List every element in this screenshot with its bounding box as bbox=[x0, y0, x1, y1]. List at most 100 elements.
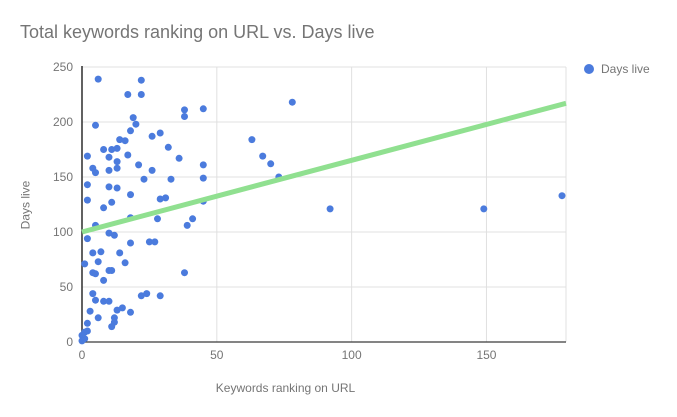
scatter-point bbox=[181, 269, 188, 277]
x-tick-label: 0 bbox=[79, 348, 86, 362]
scatter-point bbox=[145, 238, 153, 246]
scatter-point bbox=[162, 194, 170, 202]
scatter-point bbox=[148, 132, 156, 140]
scatter-point bbox=[113, 184, 121, 192]
scatter-point bbox=[86, 307, 94, 315]
scatter-point bbox=[124, 151, 132, 159]
scatter-point bbox=[199, 161, 207, 169]
scatter-point bbox=[108, 323, 116, 331]
scatter-point bbox=[143, 290, 151, 298]
trendline bbox=[81, 100, 567, 235]
scatter-point bbox=[94, 258, 102, 266]
scatter-point bbox=[105, 166, 113, 174]
scatter-point bbox=[83, 196, 91, 204]
scatter-point bbox=[156, 292, 164, 300]
scatter-point bbox=[156, 129, 164, 137]
scatter-point bbox=[127, 308, 134, 316]
scatter-point bbox=[108, 146, 116, 153]
y-axis-title: Days live bbox=[18, 180, 33, 230]
scatter-point bbox=[110, 231, 118, 239]
scatter-point bbox=[116, 136, 124, 144]
y-tick-label: 0 bbox=[66, 335, 73, 349]
scatter-point bbox=[108, 267, 116, 274]
scatter-point bbox=[127, 191, 134, 199]
scatter-point bbox=[94, 314, 102, 322]
scatter-point bbox=[164, 143, 172, 151]
scatter-point bbox=[326, 205, 334, 213]
scatter-point bbox=[105, 229, 113, 237]
legend-series-label: Days live bbox=[601, 62, 650, 76]
y-tick-label: 200 bbox=[53, 115, 73, 129]
scatter-point bbox=[100, 204, 108, 212]
scatter-point bbox=[189, 215, 197, 223]
scatter-point bbox=[121, 137, 129, 145]
scatter-point bbox=[92, 169, 99, 177]
scatter-point bbox=[288, 98, 296, 106]
scatter-point bbox=[156, 195, 164, 203]
scatter-point bbox=[94, 75, 102, 83]
scatter-point bbox=[105, 153, 113, 161]
scatter-point bbox=[154, 215, 161, 223]
scatter-point bbox=[113, 144, 121, 152]
chart-title: Total keywords ranking on URL vs. Days l… bbox=[20, 22, 375, 42]
scatter-point bbox=[259, 152, 267, 160]
scatter-point bbox=[137, 91, 145, 98]
y-tick-label: 150 bbox=[53, 170, 73, 184]
scatter-point bbox=[124, 91, 132, 98]
x-tick-label: 150 bbox=[476, 348, 496, 362]
scatter-point bbox=[78, 337, 86, 345]
scatter-point bbox=[97, 248, 105, 256]
scatter-point bbox=[121, 259, 129, 267]
x-tick-label: 100 bbox=[342, 348, 362, 362]
scatter-point bbox=[105, 183, 113, 191]
y-tick-label: 100 bbox=[53, 225, 73, 239]
scatter-point bbox=[89, 290, 97, 298]
legend: Days live bbox=[584, 62, 650, 76]
scatter-point bbox=[167, 175, 175, 183]
scatter-point bbox=[83, 327, 91, 335]
scatter-point bbox=[137, 292, 145, 300]
scatter-point bbox=[183, 221, 191, 229]
scatter-point bbox=[148, 166, 156, 174]
scatter-point bbox=[118, 304, 126, 312]
scatter-point bbox=[132, 120, 140, 128]
y-tick-label: 250 bbox=[53, 60, 73, 74]
scatter-point bbox=[92, 270, 99, 278]
scatter-point bbox=[92, 296, 99, 304]
y-tick-label: 50 bbox=[60, 280, 74, 294]
scatter-point bbox=[127, 127, 134, 135]
scatter-point bbox=[199, 105, 207, 113]
scatter-point bbox=[137, 76, 145, 84]
scatter-point bbox=[83, 319, 91, 327]
scatter-point bbox=[129, 114, 137, 122]
scatter-point bbox=[181, 113, 188, 120]
scatter-point bbox=[558, 192, 566, 200]
scatter-point bbox=[113, 158, 121, 166]
scatter-point bbox=[248, 136, 256, 144]
scatter-point bbox=[113, 164, 121, 172]
scatter-point bbox=[100, 146, 108, 153]
scatter-point bbox=[135, 161, 143, 169]
scatter-point bbox=[480, 205, 488, 213]
scatter-point bbox=[100, 297, 108, 305]
scatter-point bbox=[127, 239, 134, 247]
scatter-point bbox=[267, 160, 275, 168]
legend-series-dot-icon bbox=[584, 64, 594, 74]
scatter-point bbox=[83, 152, 91, 160]
scatter-point bbox=[89, 249, 97, 257]
scatter-point bbox=[108, 198, 116, 206]
scatter-point bbox=[83, 235, 91, 243]
scatter-point bbox=[151, 238, 159, 246]
scatter-point bbox=[92, 121, 99, 129]
scatter-point bbox=[105, 297, 113, 305]
scatter-point bbox=[140, 175, 148, 183]
scatter-point bbox=[181, 106, 188, 114]
scatter-point bbox=[116, 249, 124, 257]
scatter-point bbox=[199, 174, 207, 182]
scatter-point bbox=[81, 260, 89, 268]
x-tick-label: 50 bbox=[210, 348, 224, 362]
scatter-point bbox=[100, 276, 108, 284]
scatter-point bbox=[175, 154, 183, 162]
